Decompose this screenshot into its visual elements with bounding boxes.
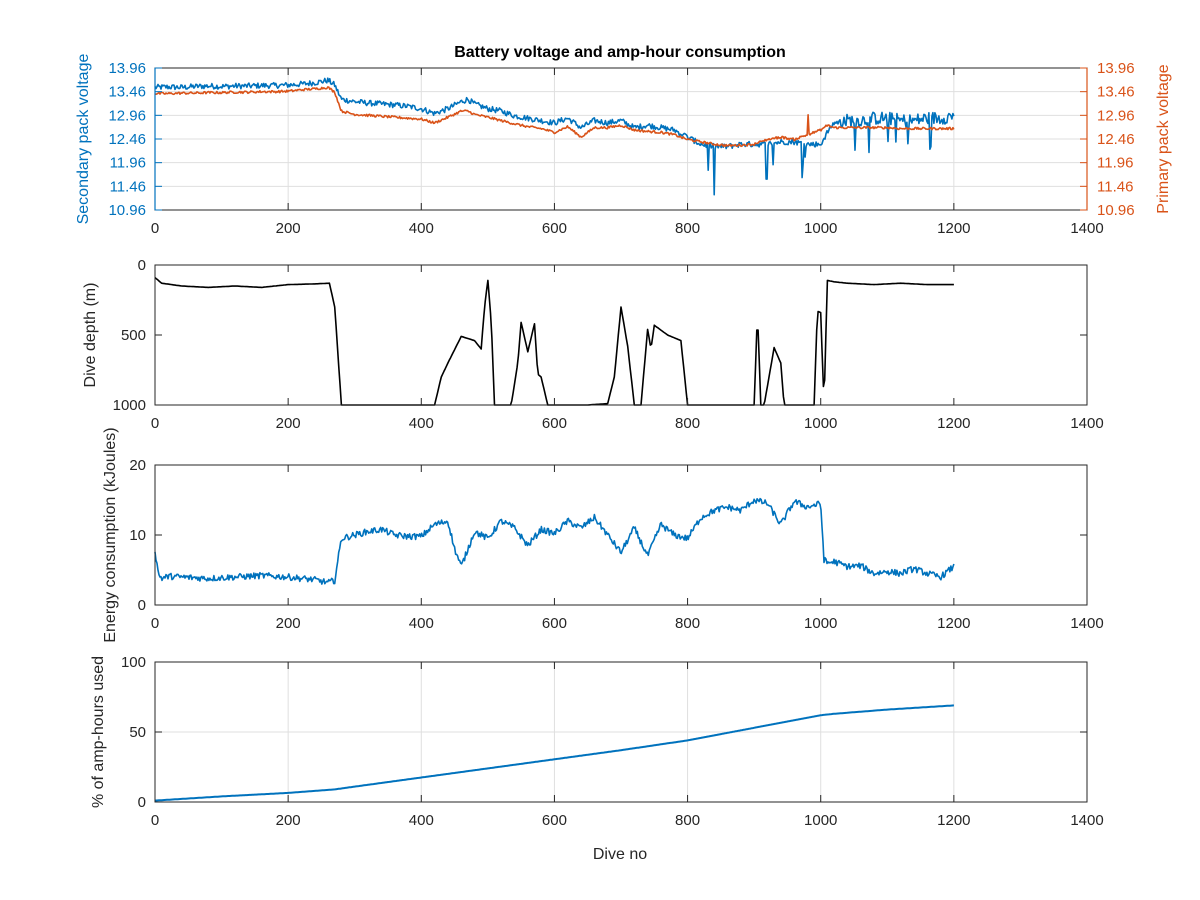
y-tick-label-right: 11.96 xyxy=(1097,155,1133,172)
x-tick-label: 1000 xyxy=(804,220,837,237)
y-tick-label: 13.96 xyxy=(108,60,146,77)
x-tick-label: 200 xyxy=(276,415,301,432)
y-tick-label: 13.46 xyxy=(108,84,146,101)
y-axis-label: Energy consumption (kJoules) xyxy=(102,427,119,642)
y-tick-label: 500 xyxy=(121,327,146,344)
y-tick-label: 12.96 xyxy=(108,107,146,124)
y-axis-label-right: Primary pack voltage xyxy=(1155,64,1172,213)
x-tick-label: 0 xyxy=(151,220,159,237)
x-tick-label: 200 xyxy=(276,220,301,237)
x-tick-label: 800 xyxy=(675,812,700,829)
x-tick-label: 400 xyxy=(409,220,434,237)
x-tick-label: 600 xyxy=(542,812,567,829)
y-tick-label: 10 xyxy=(129,527,146,544)
y-tick-label-right: 10.96 xyxy=(1097,202,1135,219)
x-tick-label: 800 xyxy=(675,415,700,432)
series-line-1 xyxy=(154,704,954,802)
x-tick-label: 600 xyxy=(542,415,567,432)
x-tick-label: 1400 xyxy=(1070,812,1103,829)
x-tick-label: 1200 xyxy=(937,415,970,432)
x-tick-label: 200 xyxy=(276,615,301,632)
y-tick-label: 0 xyxy=(138,257,146,274)
y-tick-label-right: 13.46 xyxy=(1097,84,1135,101)
y-tick-label-right: 11.46 xyxy=(1097,178,1133,195)
x-tick-label: 600 xyxy=(542,220,567,237)
axes-box xyxy=(154,264,1088,406)
series-line-1 xyxy=(154,276,954,406)
y-tick-label: 20 xyxy=(129,457,146,474)
y-axis-label: Dive depth (m) xyxy=(82,283,99,388)
y-tick-label: 11.46 xyxy=(110,178,146,195)
charts: 0 200 400 600 800 1000 1200 140010.9611.4611.96… xyxy=(75,54,1172,829)
x-tick-label: 600 xyxy=(542,615,567,632)
x-axis-label: Dive no xyxy=(593,846,647,863)
x-tick-label: 1000 xyxy=(804,615,837,632)
x-tick-label: 800 xyxy=(675,615,700,632)
y-tick-label: 11.96 xyxy=(110,155,146,172)
x-tick-label: 1400 xyxy=(1070,415,1103,432)
y-tick-label-right: 13.96 xyxy=(1097,60,1135,77)
x-tick-label: 1400 xyxy=(1070,615,1103,632)
panel-3: 0 200 400 600 800 1000 1200 1400 0 10 20 Energy con… xyxy=(102,427,1104,642)
x-tick-label: 0 xyxy=(151,812,159,829)
x-tick-label: 400 xyxy=(409,615,434,632)
y-tick-label: 0 xyxy=(138,794,146,811)
x-tick-label: 1200 xyxy=(937,615,970,632)
y-tick-label: 50 xyxy=(129,724,146,741)
y-tick-label-right: 12.96 xyxy=(1097,107,1135,124)
y-tick-label-right: 12.46 xyxy=(1097,131,1135,148)
y-tick-label: 10.96 xyxy=(108,202,146,219)
y-tick-label: 1000 xyxy=(113,397,146,414)
y-axis-label: % of amp-hours used xyxy=(90,656,107,808)
y-tick-label: 0 xyxy=(138,597,146,614)
x-tick-label: 0 xyxy=(151,615,159,632)
series-line-1 xyxy=(154,77,955,196)
x-tick-label: 200 xyxy=(276,812,301,829)
panel-2: 0 200 400 600 800 1000 1200 1400 0 500 1000 Dive de… xyxy=(82,257,1104,432)
x-tick-label: 1200 xyxy=(937,220,970,237)
x-tick-label: 1000 xyxy=(804,415,837,432)
y-axis-label: Secondary pack voltage xyxy=(75,54,92,225)
x-tick-label: 1200 xyxy=(937,812,970,829)
figure-title: Battery voltage and amp-hour consumption xyxy=(454,44,786,61)
panel-4: 0 200 400 600 800 1000 1200 1400 0 50 100 % of amp-… xyxy=(90,654,1104,829)
axes-box xyxy=(154,464,1088,606)
y-tick-label: 100 xyxy=(121,654,146,671)
x-tick-label: 400 xyxy=(409,415,434,432)
x-tick-label: 1000 xyxy=(804,812,837,829)
x-tick-label: 800 xyxy=(675,220,700,237)
series-line-2 xyxy=(155,86,955,148)
x-tick-label: 1400 xyxy=(1070,220,1103,237)
x-tick-label: 0 xyxy=(151,415,159,432)
series-line-1 xyxy=(154,497,955,585)
x-tick-label: 400 xyxy=(409,812,434,829)
panel-1: 0 200 400 600 800 1000 1200 140010.9611.4611.96… xyxy=(75,54,1172,237)
y-tick-label: 12.46 xyxy=(108,131,146,148)
